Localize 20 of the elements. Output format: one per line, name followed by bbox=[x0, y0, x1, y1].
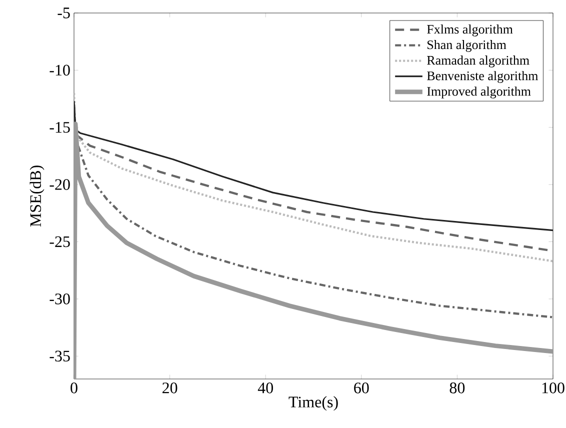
y-tick-label: -35 bbox=[50, 350, 70, 362]
legend-label: Fxlms algorithm bbox=[427, 24, 513, 36]
x-tick-label: 20 bbox=[162, 382, 178, 394]
legend-label: Improved algorithm bbox=[427, 86, 531, 98]
legend-label: Shan algorithm bbox=[428, 40, 506, 52]
y-tick-label: -30 bbox=[50, 294, 70, 304]
x-tick-label: 40 bbox=[258, 382, 273, 394]
x-tick-label: 60 bbox=[354, 382, 369, 394]
x-tick-label: 80 bbox=[450, 382, 465, 394]
legend-label: Ramadan algorithm bbox=[427, 56, 530, 68]
x-tick-label: 100 bbox=[542, 382, 564, 394]
y-tick-label: -10 bbox=[50, 64, 70, 76]
legend-label: Benveniste algorithm bbox=[427, 71, 538, 83]
y-tick-label: -15 bbox=[50, 122, 70, 133]
x-axis-title: Time(s) bbox=[288, 396, 338, 411]
y-tick-label: -5 bbox=[58, 8, 70, 18]
y-tick-label: -25 bbox=[50, 236, 70, 248]
x-tick-label: 0 bbox=[70, 382, 78, 394]
y-tick-label: -20 bbox=[50, 179, 70, 190]
y-axis-title: MSE(dB) bbox=[30, 166, 44, 227]
